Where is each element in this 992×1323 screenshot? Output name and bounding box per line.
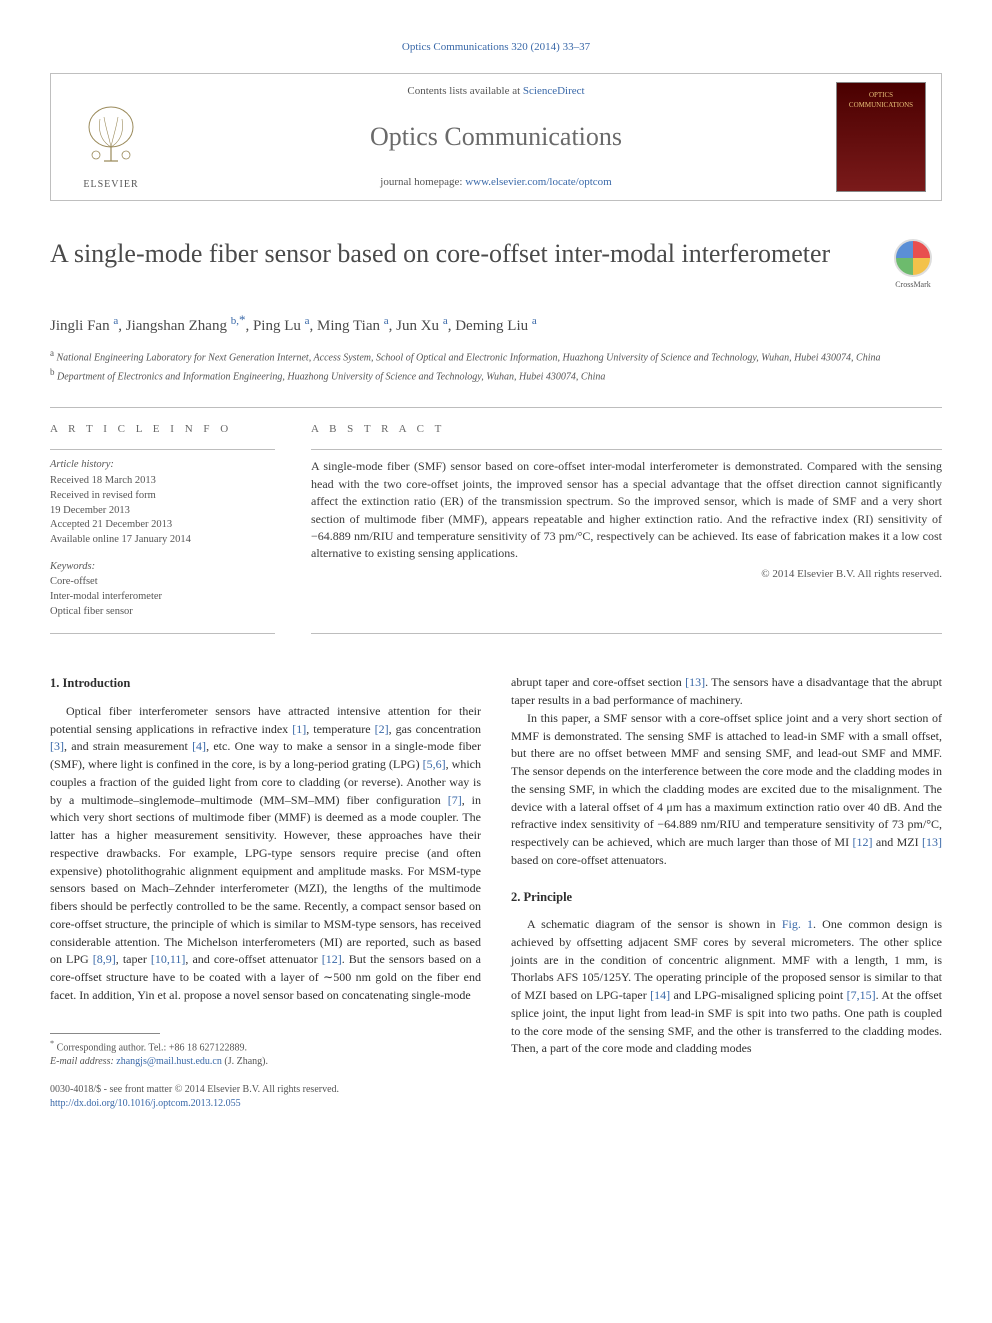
authors: Jingli Fan a, Jiangshan Zhang b,*, Ping … [50, 311, 942, 337]
history-line: Received in revised form [50, 489, 275, 504]
homepage-link[interactable]: www.elsevier.com/locate/optcom [465, 176, 612, 188]
history-line: Available online 17 January 2014 [50, 533, 275, 548]
crossmark-badge[interactable]: CrossMark [884, 239, 942, 297]
email-link[interactable]: zhangjs@mail.hust.edu.cn [116, 1056, 222, 1067]
history-line: Accepted 21 December 2013 [50, 518, 275, 533]
journal-name: Optics Communications [183, 119, 809, 155]
homepage-line: journal homepage: www.elsevier.com/locat… [183, 175, 809, 190]
email-suffix: (J. Zhang). [222, 1056, 268, 1067]
divider [311, 449, 942, 450]
keywords-label: Keywords: [50, 560, 275, 575]
affiliation-b: b Department of Electronics and Informat… [50, 366, 942, 385]
contents-prefix: Contents lists available at [407, 85, 522, 97]
affiliation-a: a National Engineering Laboratory for Ne… [50, 347, 942, 366]
meta-footer: 0030-4018/$ - see front matter © 2014 El… [50, 1083, 481, 1111]
body-columns: 1. Introduction Optical fiber interferom… [50, 674, 942, 1111]
abstract-heading: A B S T R A C T [311, 422, 942, 437]
footnote-rule [50, 1033, 160, 1034]
cover-cell: OPTICS COMMUNICATIONS [821, 74, 941, 200]
right-column: abrupt taper and core-offset section [13… [511, 674, 942, 1111]
paragraph: In this paper, a SMF sensor with a core-… [511, 710, 942, 870]
keyword: Optical fiber sensor [50, 605, 275, 620]
contents-line: Contents lists available at ScienceDirec… [183, 84, 809, 99]
abstract-text: A single-mode fiber (SMF) sensor based o… [311, 458, 942, 562]
issn-line: 0030-4018/$ - see front matter © 2014 El… [50, 1083, 481, 1097]
divider [50, 633, 275, 634]
paragraph: abrupt taper and core-offset section [13… [511, 674, 942, 710]
divider [311, 633, 942, 634]
sciencedirect-link[interactable]: ScienceDirect [523, 85, 585, 97]
crossmark-label: CrossMark [895, 279, 931, 290]
article-info-col: A R T I C L E I N F O Article history: R… [50, 422, 275, 619]
section-heading-intro: 1. Introduction [50, 674, 481, 693]
journal-citation: Optics Communications 320 (2014) 33–37 [50, 40, 942, 55]
publisher-name: ELSEVIER [76, 178, 146, 192]
section-heading-principle: 2. Principle [511, 888, 942, 907]
homepage-prefix: journal homepage: [380, 176, 465, 188]
email-label: E-mail address: [50, 1056, 116, 1067]
email-footnote: E-mail address: zhangjs@mail.hust.edu.cn… [50, 1055, 481, 1069]
paragraph: Optical fiber interferometer sensors hav… [50, 703, 481, 1005]
elsevier-logo: ELSEVIER [76, 101, 146, 192]
journal-cover-thumb: OPTICS COMMUNICATIONS [836, 82, 926, 192]
divider [50, 449, 275, 450]
history-line: Received 18 March 2013 [50, 474, 275, 489]
keyword: Core-offset [50, 575, 275, 590]
affiliations: a National Engineering Laboratory for Ne… [50, 347, 942, 385]
elsevier-tree-icon [76, 101, 146, 171]
abstract-copyright: © 2014 Elsevier B.V. All rights reserved… [311, 567, 942, 582]
paper-title: A single-mode fiber sensor based on core… [50, 239, 860, 270]
article-info-heading: A R T I C L E I N F O [50, 422, 275, 437]
corr-footnote: * Corresponding author. Tel.: +86 18 627… [50, 1038, 481, 1055]
keyword: Inter-modal interferometer [50, 590, 275, 605]
journal-citation-link[interactable]: Optics Communications 320 (2014) 33–37 [402, 41, 590, 53]
crossmark-icon [894, 239, 932, 277]
history-label: Article history: [50, 458, 275, 473]
journal-header: ELSEVIER Contents lists available at Sci… [50, 73, 942, 201]
divider [50, 407, 942, 408]
abstract-col: A B S T R A C T A single-mode fiber (SMF… [311, 422, 942, 619]
history-line: 19 December 2013 [50, 504, 275, 519]
publisher-cell: ELSEVIER [51, 74, 171, 200]
header-mid: Contents lists available at ScienceDirec… [171, 74, 821, 200]
left-column: 1. Introduction Optical fiber interferom… [50, 674, 481, 1111]
footnote-block: * Corresponding author. Tel.: +86 18 627… [50, 1033, 481, 1069]
doi-link[interactable]: http://dx.doi.org/10.1016/j.optcom.2013.… [50, 1098, 241, 1109]
paragraph: A schematic diagram of the sensor is sho… [511, 916, 942, 1058]
